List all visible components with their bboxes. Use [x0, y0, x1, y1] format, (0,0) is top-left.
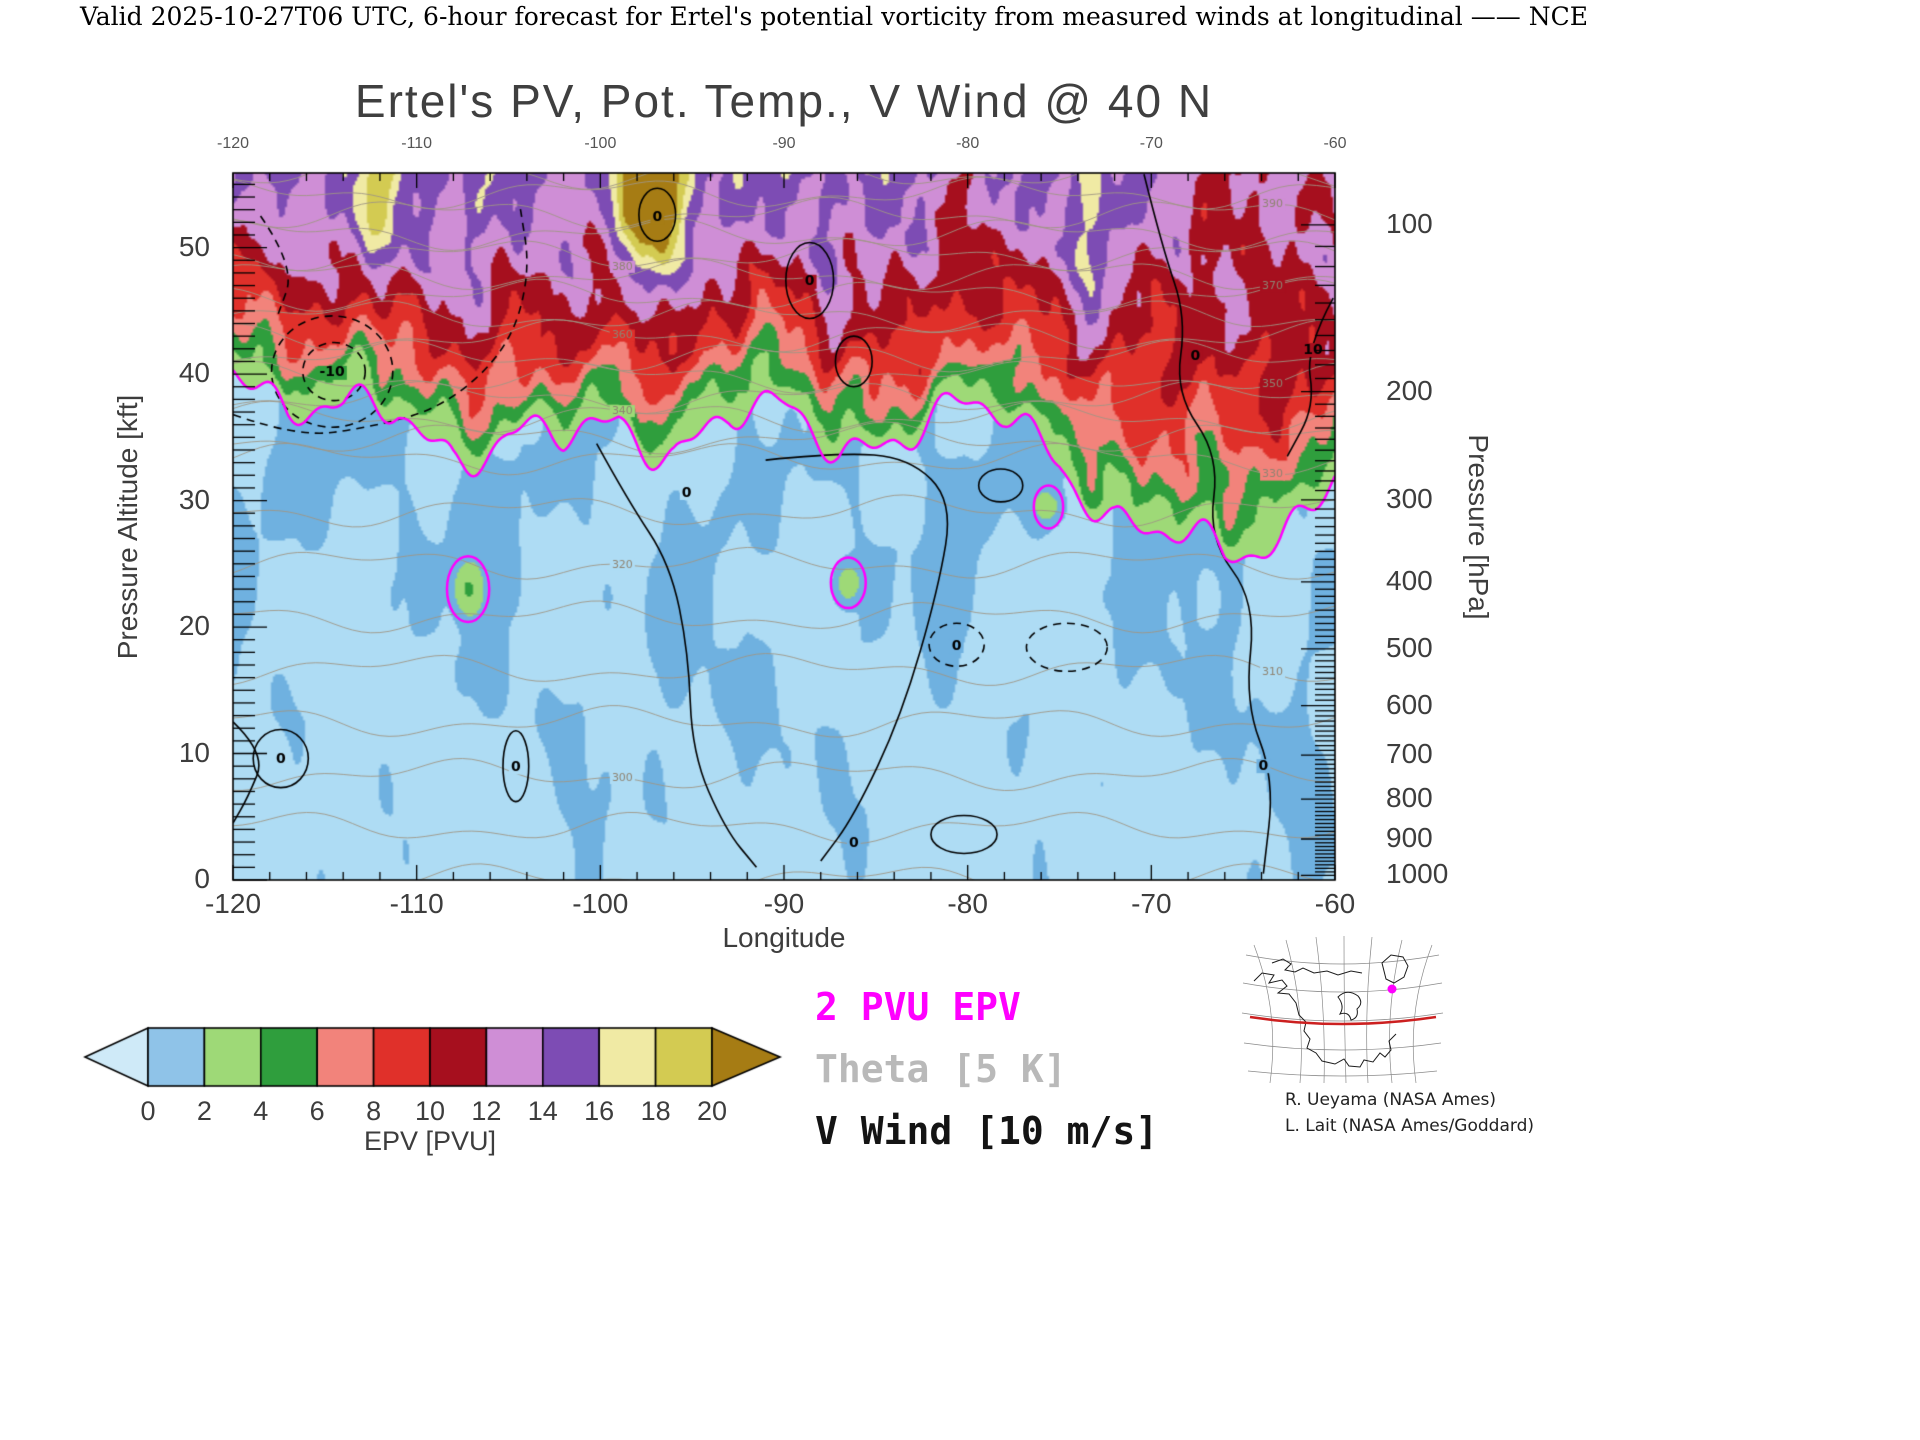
x-bottom-tick-label: -110: [389, 888, 444, 919]
x-top-tick-label: -80: [956, 135, 980, 152]
y-right-tick-label: 200: [1386, 374, 1433, 406]
x-top-tick-label: -90: [772, 135, 796, 152]
y-right-tick-label: 100: [1386, 207, 1433, 239]
x-top-tick-label: -110: [401, 135, 433, 152]
colorbar-tick-label: 6: [309, 1096, 325, 1126]
x-bottom-tick-label: -120: [204, 888, 262, 919]
valid-timestamp-line: Valid 2025-10-27T06 UTC, 6-hour forecast…: [80, 2, 1588, 31]
location-inset-map: [1241, 935, 1444, 1084]
x-top-tick-label: -100: [584, 135, 617, 152]
y-axis-left-label: Pressure Altitude [kft]: [112, 394, 143, 660]
colorbar-tick-label: 12: [471, 1096, 502, 1126]
x-top-tick-label: -120: [216, 135, 250, 152]
colorbar-tick-label: 16: [584, 1096, 615, 1126]
colorbar-title: EPV [PVU]: [363, 1126, 497, 1156]
y-right-tick-label: 1000: [1386, 858, 1449, 890]
y-right-tick-label: 300: [1386, 482, 1433, 514]
x-bottom-tick-label: -100: [572, 888, 629, 919]
y-left-tick-label: 20: [178, 610, 210, 642]
y-right-tick-label: 400: [1386, 564, 1433, 596]
credit-line-2: L. Lait (NASA Ames/Goddard): [1285, 1116, 1534, 1136]
y-right-tick-label: 700: [1386, 738, 1433, 770]
cross-section-marker-dot: [1387, 984, 1397, 994]
y-axis-right-label: Pressure [hPa]: [1463, 434, 1494, 620]
y-right-tick-label: 600: [1386, 688, 1433, 720]
colorbar-tick-label: 2: [196, 1096, 212, 1126]
coastline-north-america: [1253, 954, 1409, 1068]
colorbar-tick-label: 10: [414, 1096, 446, 1126]
colorbar-tick-label: 4: [253, 1096, 269, 1126]
latitude-40n-line: [1249, 1015, 1437, 1026]
x-bottom-tick-label: -90: [763, 888, 805, 919]
x-bottom-tick-label: -60: [1314, 888, 1356, 919]
y-right-tick-label: 800: [1386, 782, 1433, 814]
colorbar-tick-label: 14: [527, 1096, 558, 1126]
credit-line-1: R. Ueyama (NASA Ames): [1285, 1090, 1497, 1110]
x-bottom-tick-label: -80: [947, 888, 988, 919]
colorbar-tick-label: 8: [366, 1096, 382, 1126]
x-top-tick-label: -60: [1323, 135, 1347, 152]
y-right-tick-label: 900: [1386, 821, 1433, 853]
x-bottom-tick-label: -70: [1131, 888, 1172, 919]
legend-2pvu-epv: 2 PVU EPV: [815, 985, 1021, 1029]
colorbar-tick-label: 18: [640, 1096, 671, 1126]
graticule-lines: [1241, 935, 1444, 1084]
y-left-tick-label: 50: [178, 230, 210, 262]
plot-title: Ertel's PV, Pot. Temp., V Wind @ 40 N: [354, 75, 1214, 127]
legend-v-wind: V Wind [10 m/s]: [815, 1109, 1159, 1153]
y-left-tick-label: 10: [178, 736, 210, 768]
y-left-tick-label: 0: [194, 863, 210, 894]
y-left-tick-label: 40: [178, 357, 210, 389]
legend-theta: Theta [5 K]: [815, 1047, 1067, 1091]
colorbar-tick-label: 0: [140, 1096, 156, 1126]
credits: R. Ueyama (NASA Ames) L. Lait (NASA Ames…: [1285, 1090, 1534, 1142]
colorbar-tick-label: 20: [696, 1096, 728, 1126]
y-right-tick-label: 500: [1386, 631, 1433, 663]
x-top-tick-label: -70: [1139, 135, 1163, 152]
y-left-tick-label: 30: [178, 483, 210, 515]
x-axis-label: Longitude: [722, 922, 846, 953]
